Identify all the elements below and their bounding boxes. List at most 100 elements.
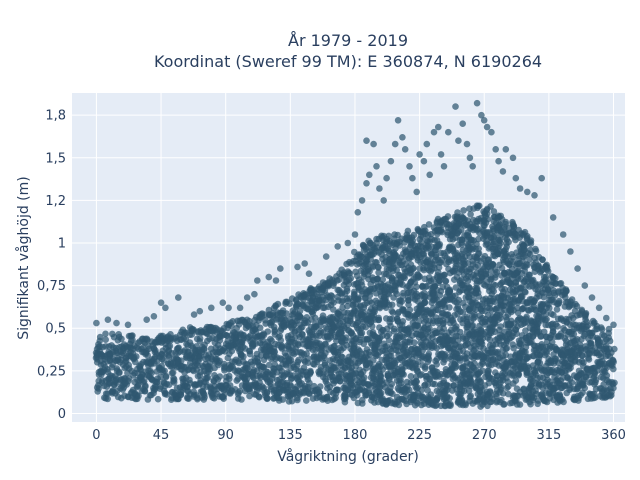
data-point bbox=[598, 326, 606, 333]
data-point bbox=[477, 378, 485, 385]
data-point bbox=[196, 372, 204, 379]
data-point bbox=[394, 117, 402, 124]
data-point bbox=[502, 146, 510, 153]
data-point bbox=[574, 265, 581, 272]
data-point bbox=[405, 314, 413, 321]
x-tick-label: 180 bbox=[343, 428, 368, 443]
data-point bbox=[467, 211, 474, 218]
data-point bbox=[421, 363, 429, 371]
data-point bbox=[605, 329, 612, 337]
data-point bbox=[484, 215, 492, 223]
data-point bbox=[447, 402, 454, 410]
data-point bbox=[522, 288, 529, 296]
data-point bbox=[543, 350, 550, 357]
data-point bbox=[200, 396, 208, 403]
data-point bbox=[190, 311, 198, 318]
data-point bbox=[385, 232, 393, 240]
data-point bbox=[413, 283, 420, 291]
data-point bbox=[396, 242, 404, 249]
data-point bbox=[416, 151, 423, 158]
data-point bbox=[116, 368, 123, 376]
data-point bbox=[423, 140, 431, 148]
data-point bbox=[425, 221, 433, 228]
data-point bbox=[524, 261, 531, 269]
data-point bbox=[532, 247, 540, 255]
data-point bbox=[104, 316, 112, 324]
data-point bbox=[388, 380, 396, 388]
data-point bbox=[395, 401, 403, 409]
data-point bbox=[375, 264, 382, 271]
data-point bbox=[563, 287, 570, 295]
data-point bbox=[142, 383, 149, 391]
data-point bbox=[295, 356, 302, 364]
data-point bbox=[440, 325, 448, 332]
data-point bbox=[516, 401, 524, 408]
data-point bbox=[220, 360, 228, 368]
data-point bbox=[347, 275, 355, 282]
data-point bbox=[460, 207, 467, 214]
data-point bbox=[476, 202, 483, 210]
data-point bbox=[522, 348, 529, 356]
data-point bbox=[358, 197, 366, 204]
data-point bbox=[413, 188, 421, 196]
data-point bbox=[510, 344, 517, 352]
data-point bbox=[580, 359, 587, 366]
data-point bbox=[568, 379, 576, 386]
data-point bbox=[549, 214, 557, 221]
data-point bbox=[489, 260, 497, 268]
data-point bbox=[467, 373, 474, 381]
data-point bbox=[483, 123, 491, 131]
data-point bbox=[95, 385, 102, 392]
data-point bbox=[467, 392, 475, 400]
y-tick-label: 1,2 bbox=[45, 194, 66, 209]
data-point bbox=[523, 354, 531, 362]
data-point bbox=[581, 384, 588, 392]
data-point bbox=[416, 317, 423, 325]
data-point bbox=[296, 307, 304, 315]
data-point bbox=[147, 367, 154, 375]
data-point bbox=[472, 345, 479, 353]
y-tick-label: 1,5 bbox=[45, 151, 66, 166]
data-point bbox=[196, 307, 204, 315]
data-point bbox=[435, 264, 443, 271]
data-point bbox=[466, 154, 474, 162]
data-point bbox=[524, 232, 531, 240]
data-point bbox=[243, 376, 251, 383]
data-point bbox=[418, 306, 425, 313]
data-point bbox=[420, 299, 428, 307]
data-point bbox=[240, 353, 247, 360]
data-point bbox=[246, 317, 253, 325]
data-point bbox=[264, 394, 271, 402]
data-point bbox=[363, 180, 370, 187]
data-point bbox=[446, 286, 454, 294]
data-point bbox=[301, 260, 309, 267]
data-point bbox=[375, 269, 382, 276]
data-point bbox=[454, 209, 461, 216]
data-point bbox=[478, 386, 486, 394]
data-point bbox=[497, 384, 505, 391]
data-point bbox=[469, 163, 477, 170]
data-point bbox=[380, 197, 388, 204]
data-point bbox=[588, 294, 596, 301]
data-point bbox=[435, 123, 442, 131]
data-point bbox=[334, 243, 342, 250]
data-point bbox=[495, 157, 502, 165]
data-point bbox=[572, 300, 579, 308]
data-point bbox=[277, 337, 285, 344]
data-point bbox=[603, 314, 610, 322]
data-point bbox=[272, 277, 280, 284]
data-point bbox=[373, 163, 380, 170]
x-tick-label: 135 bbox=[278, 428, 303, 443]
x-tick-label: 270 bbox=[472, 428, 497, 443]
data-point bbox=[452, 103, 459, 110]
data-point bbox=[185, 395, 192, 403]
data-point bbox=[512, 377, 520, 384]
data-point bbox=[342, 334, 350, 342]
y-tick-label: 1,8 bbox=[45, 109, 66, 124]
data-point bbox=[337, 329, 345, 337]
data-point bbox=[475, 250, 483, 257]
data-point bbox=[463, 313, 471, 321]
data-point bbox=[610, 365, 617, 373]
data-point bbox=[445, 128, 452, 136]
